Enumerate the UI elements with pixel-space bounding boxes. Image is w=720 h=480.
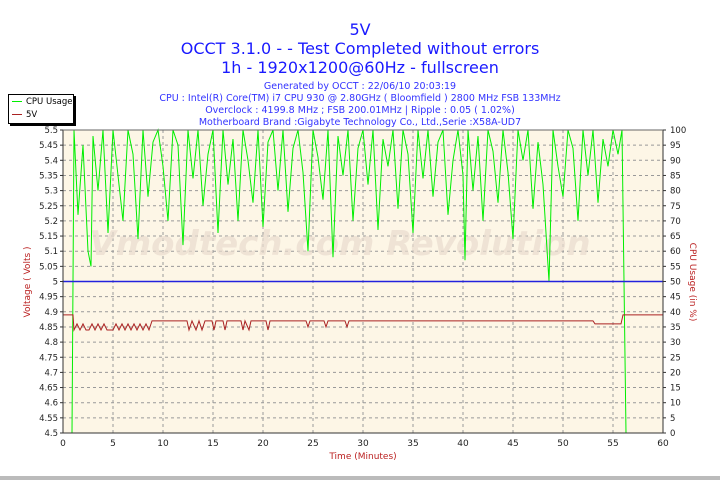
y2-tick-label: 30 bbox=[670, 338, 681, 348]
chart-title: 5V bbox=[349, 20, 371, 39]
y-tick-label: 5.1 bbox=[44, 247, 58, 257]
x-tick-label: 55 bbox=[607, 439, 618, 449]
chart-subtitle: OCCT 3.1.0 - - Test Completed without er… bbox=[180, 39, 540, 58]
test-mode: 1h - 1920x1200@60Hz - fullscreen bbox=[221, 58, 499, 77]
y-tick-label: 4.9 bbox=[44, 308, 58, 318]
y-tick-label: 5.4 bbox=[44, 156, 58, 166]
y2-tick-label: 60 bbox=[670, 247, 681, 257]
y2-tick-label: 90 bbox=[670, 156, 681, 166]
legend-swatch-5v bbox=[12, 114, 22, 115]
x-tick-label: 10 bbox=[157, 439, 169, 449]
frame-bottom bbox=[0, 476, 720, 480]
y2-tick-label: 95 bbox=[670, 141, 681, 151]
y-tick-label: 4.55 bbox=[39, 414, 58, 424]
y2-axis-label: CPU Usage (in %) bbox=[687, 243, 697, 322]
watermark: Vmodtech.com Revolution bbox=[89, 224, 590, 264]
y2-tick-label: 20 bbox=[670, 368, 681, 378]
y2-tick-label: 55 bbox=[670, 262, 681, 272]
x-tick-label: 0 bbox=[60, 439, 66, 449]
voltage-5v-line bbox=[63, 314, 663, 332]
y-tick-label: 4.85 bbox=[39, 323, 58, 333]
y2-tick-label: 70 bbox=[670, 217, 681, 227]
legend-item-5v: 5V bbox=[9, 108, 73, 121]
legend: CPU Usage 5V bbox=[8, 94, 74, 124]
y-tick-label: 5.5 bbox=[44, 126, 58, 136]
motherboard-info: Motherboard Brand :Gigabyte Technology C… bbox=[198, 117, 522, 128]
x-tick-label: 35 bbox=[407, 439, 418, 449]
y2-tick-label: 100 bbox=[670, 126, 686, 136]
x-tick-label: 40 bbox=[457, 439, 469, 449]
y-tick-label: 5.45 bbox=[39, 141, 58, 151]
overclock-info: Overclock : 4199.8 MHz ; FSB 200.01MHz |… bbox=[205, 105, 515, 116]
y2-tick-label: 10 bbox=[670, 399, 681, 409]
x-tick-label: 50 bbox=[557, 439, 569, 449]
y2-tick-label: 65 bbox=[670, 232, 681, 242]
y2-tick-label: 45 bbox=[670, 293, 681, 303]
generated-info: Generated by OCCT : 22/06/10 20:03:19 bbox=[263, 81, 457, 92]
y-tick-label: 4.5 bbox=[44, 429, 58, 439]
y-tick-label: 4.65 bbox=[39, 384, 58, 394]
x-axis-label: Time (Minutes) bbox=[328, 452, 396, 462]
x-tick-label: 45 bbox=[507, 439, 518, 449]
x-tick-label: 20 bbox=[257, 439, 269, 449]
x-tick-label: 60 bbox=[657, 439, 669, 449]
y-tick-label: 4.6 bbox=[44, 399, 58, 409]
legend-label-cpu: CPU Usage bbox=[26, 96, 73, 107]
y2-tick-label: 0 bbox=[670, 429, 675, 439]
y-tick-label: 5.25 bbox=[39, 202, 58, 212]
ticks: 0 5 10 15 20 25 30 35 40 45 50 55 604.54.554.64.654.… bbox=[39, 126, 686, 449]
x-tick-label: 30 bbox=[357, 439, 369, 449]
y2-tick-label: 35 bbox=[670, 323, 681, 333]
y2-tick-label: 15 bbox=[670, 384, 681, 394]
x-tick-label: 15 bbox=[207, 439, 218, 449]
y2-tick-label: 25 bbox=[670, 353, 681, 363]
y-tick-label: 5.15 bbox=[39, 232, 58, 242]
y2-tick-label: 75 bbox=[670, 202, 681, 212]
cpu-info: CPU : Intel(R) Core(TM) i7 CPU 930 @ 2.8… bbox=[159, 93, 561, 104]
y-tick-label: 4.8 bbox=[44, 338, 58, 348]
y-tick-label: 5.35 bbox=[39, 171, 58, 181]
y-tick-label: 5.2 bbox=[44, 217, 58, 227]
y2-tick-label: 85 bbox=[670, 171, 681, 181]
legend-swatch-cpu bbox=[12, 101, 22, 102]
legend-item-cpu: CPU Usage bbox=[9, 95, 73, 108]
x-tick-label: 5 bbox=[110, 439, 116, 449]
y-tick-label: 5 bbox=[53, 278, 58, 288]
y-tick-label: 4.95 bbox=[39, 293, 58, 303]
y-tick-label: 5.3 bbox=[44, 187, 58, 197]
y2-tick-label: 80 bbox=[670, 187, 681, 197]
y2-tick-label: 50 bbox=[670, 278, 681, 288]
x-tick-label: 25 bbox=[307, 439, 318, 449]
y-tick-label: 4.7 bbox=[44, 368, 58, 378]
y-tick-label: 4.75 bbox=[39, 353, 58, 363]
y-tick-label: 5.05 bbox=[39, 262, 58, 272]
legend-label-5v: 5V bbox=[26, 109, 38, 120]
y2-tick-label: 40 bbox=[670, 308, 681, 318]
y2-tick-label: 5 bbox=[670, 414, 675, 424]
y-axis-label: Voltage ( Volts ) bbox=[23, 246, 33, 317]
